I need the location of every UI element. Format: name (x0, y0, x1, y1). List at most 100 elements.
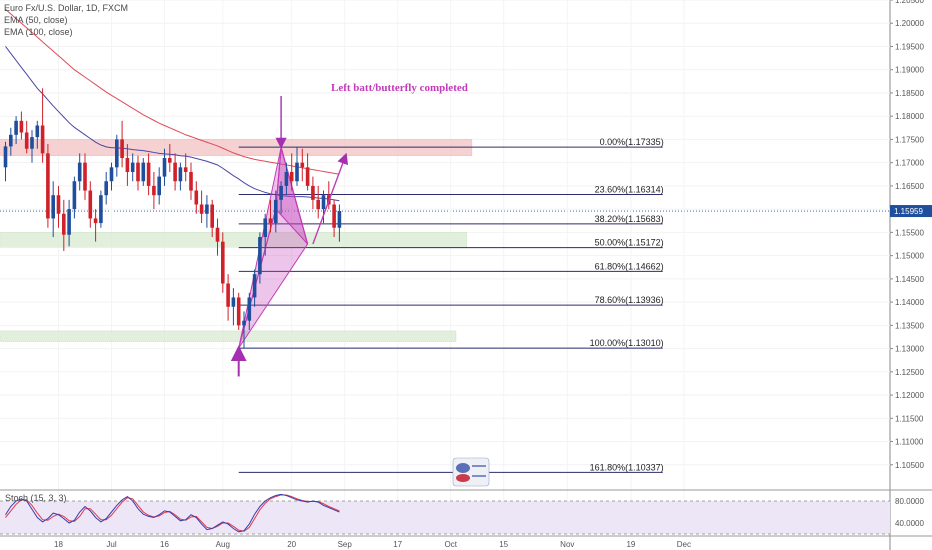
candle-body (109, 167, 114, 182)
candle-body (268, 218, 273, 224)
arrow-projection (312, 152, 349, 245)
candle-body (247, 297, 252, 321)
x-tick-label: Aug (216, 540, 230, 549)
y-tick-label: 1.13000 (895, 345, 924, 354)
candle-body (162, 158, 167, 177)
ema100-path (5, 8, 340, 175)
candle-body (130, 162, 135, 172)
y-tick-label: 1.19500 (895, 42, 924, 51)
candle-body (24, 132, 29, 149)
candle-body (67, 209, 71, 235)
candle-body (199, 204, 204, 214)
legend: Euro Fx/U.S. Dollar, 1D, FXCM EMA (50, c… (4, 3, 128, 37)
stochastic-pane: 80.0000 40.0000 (0, 489, 932, 535)
current-price-label: 1.15959 (894, 207, 923, 216)
candle-body (120, 139, 124, 159)
price-axis[interactable]: 1.20500 1.20000 1.19500 1.19000 1.18500 1.180… (890, 0, 924, 470)
y-tick-label: 1.12000 (895, 391, 924, 400)
x-tick-label: Sep (338, 540, 353, 549)
x-tick-label: Oct (444, 540, 457, 549)
logo-watermark (452, 457, 490, 487)
fibonacci-retracement[interactable]: 0.00%(1.17335) 23.60%(1.16314) 38.20%(1.15… (238, 137, 664, 473)
candle-body (19, 120, 24, 133)
y-tick-label: 1.17500 (895, 135, 924, 144)
zone-green (0, 330, 457, 342)
candle-body (279, 185, 283, 200)
y-tick-label: 1.12500 (895, 368, 924, 377)
candle-body (99, 195, 103, 224)
y-tick-label: 1.19000 (895, 66, 924, 75)
candle-body (300, 162, 305, 168)
x-tick-label: 20 (287, 540, 296, 549)
time-axis[interactable]: 18 Jul 16 Aug 20 Sep 17 Oct 15 Nov 19 Dec (0, 535, 932, 549)
candle-body (316, 199, 320, 210)
fib-level-label: 161.80%(1.10337) (590, 462, 664, 472)
candle-body (141, 162, 146, 182)
candle-body (88, 190, 93, 219)
candlestick-series (3, 88, 342, 349)
candle-body (62, 213, 66, 235)
candle-body (183, 167, 188, 172)
candle-body (9, 134, 13, 147)
fib-level-label: 100.00%(1.13010) (590, 338, 664, 348)
candle-body (210, 204, 214, 228)
pattern-annotation: Left batt/butterfly completed (331, 82, 468, 94)
candle-body (194, 190, 199, 205)
fib-level-label: 38.20%(1.15683) (595, 214, 664, 224)
y-tick-label: 1.14000 (895, 298, 924, 307)
candle-body (77, 162, 82, 182)
zone-green (0, 232, 467, 248)
candle-body (146, 162, 151, 186)
ema50-path (5, 46, 340, 202)
butterfly-pattern[interactable] (238, 147, 309, 349)
legend-symbol: Euro Fx/U.S. Dollar, 1D, FXCM (4, 3, 128, 13)
candle-body (56, 195, 61, 214)
candle-body (93, 218, 98, 224)
candle-body (157, 176, 161, 196)
pattern-legs[interactable] (238, 147, 309, 349)
pattern-arrows (230, 96, 349, 377)
y-tick-label: 1.20500 (895, 0, 924, 5)
fib-level-label: 78.60%(1.13936) (595, 295, 664, 305)
candle-body (258, 237, 262, 275)
stoch-tick-label: 40.0000 (895, 519, 924, 528)
candle-body (321, 195, 326, 210)
stoch-legend: Stoch (15, 3, 3) (5, 493, 67, 503)
candle-body (35, 125, 40, 138)
x-tick-label: 16 (160, 540, 169, 549)
ema50-line (5, 46, 340, 202)
fib-level-label: 50.00%(1.15172) (595, 238, 664, 248)
y-tick-label: 1.16500 (895, 182, 924, 191)
stoch-tick-label: 80.0000 (895, 497, 924, 506)
candle-body (178, 167, 183, 182)
candle-body (263, 218, 267, 238)
x-tick-label: 15 (499, 540, 508, 549)
current-price-tag: 1.15959 (890, 205, 932, 218)
candle-body (104, 181, 108, 196)
candle-body (40, 125, 45, 154)
candle-body (136, 162, 140, 182)
y-tick-label: 1.14500 (895, 275, 924, 284)
fib-level-label: 61.80%(1.14662) (595, 261, 664, 271)
stoch-band (0, 501, 890, 534)
y-tick-label: 1.15500 (895, 228, 924, 237)
y-tick-label: 1.13500 (895, 321, 924, 330)
fib-level-label: 0.00%(1.17335) (600, 137, 664, 147)
candle-body (51, 195, 55, 219)
candle-body (14, 120, 18, 135)
y-tick-label: 1.20000 (895, 19, 924, 28)
candle-body (337, 211, 342, 228)
candle-body (236, 297, 241, 326)
y-tick-label: 1.11500 (895, 414, 924, 423)
x-tick-label: Dec (677, 540, 691, 549)
legend-ema100: EMA (100, close) (4, 27, 73, 37)
candle-body (152, 185, 156, 196)
x-tick-label: Nov (560, 540, 574, 549)
candle-body (189, 171, 193, 191)
candle-body (305, 167, 310, 186)
candle-body (205, 204, 209, 214)
ema100-line (5, 8, 340, 175)
candle-body (3, 146, 8, 168)
candle-body (332, 204, 336, 228)
